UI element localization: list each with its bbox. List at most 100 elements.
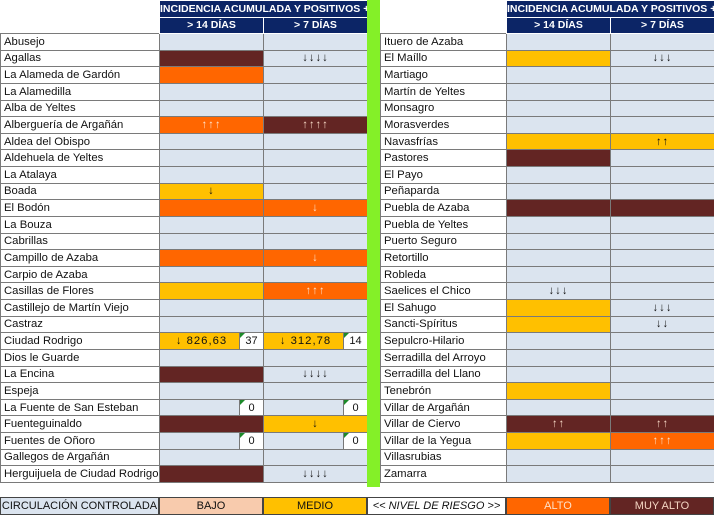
table-row: Robleda xyxy=(380,265,714,284)
table-row: Sepulcro-Hilario xyxy=(380,332,714,350)
incidence-cell-14-days xyxy=(506,365,611,384)
table-row: Alba de Yeltes xyxy=(0,99,369,118)
legend-alto: ALTO xyxy=(506,497,610,515)
trend-arrows: ↓ xyxy=(312,418,319,431)
trend-arrows: ↓ xyxy=(312,202,319,215)
incidence-cell-14-days: ↑↑↑ xyxy=(159,116,264,134)
municipality-name: Navasfrías xyxy=(380,132,507,151)
municipality-name: Villasrubias xyxy=(380,448,507,467)
incidence-cell-7-days: ↓↓↓ xyxy=(609,49,714,68)
municipality-name: La Encina xyxy=(0,365,160,384)
incidence-cell-14-days xyxy=(159,448,264,467)
table-row: Villar de Ciervo ↑↑ ↑↑ xyxy=(380,415,714,433)
incidence-cell-14-days xyxy=(506,382,611,400)
table-row: La Fuente de San Esteban 0 0 xyxy=(0,398,369,417)
incidence-cell-7-days xyxy=(609,199,714,217)
incidence-cell-14-days xyxy=(159,232,264,251)
incidence-cell-14-days xyxy=(159,265,264,284)
trend-arrows: ↓ xyxy=(312,251,319,264)
trend-arrows: ↓↓↓↓ xyxy=(302,468,329,481)
incidence-cell-14-days xyxy=(506,465,611,483)
table-row: El Payo xyxy=(380,166,714,184)
trend-arrows: ↑↑↑ xyxy=(305,285,326,298)
municipality-name: Fuentes de Oñoro xyxy=(0,432,160,450)
table-row: Herguijuela de Ciudad Rodrigo ↓↓↓↓ xyxy=(0,465,369,483)
incidence-cell-14-days xyxy=(159,132,264,151)
incidence-cell-14-days: ↑↑ xyxy=(506,415,611,433)
trend-arrows: ↓↓↓ xyxy=(652,301,673,314)
incidence-cell-14-days xyxy=(506,265,611,284)
header-14-days: > 14 DÍAS xyxy=(506,16,611,34)
incidence-cell-14-days xyxy=(506,33,611,51)
incidence-cell-14-days xyxy=(159,348,264,367)
table-row: Serradilla del Arroyo xyxy=(380,348,714,367)
incidence-cell-14-days xyxy=(159,82,264,101)
table-row: El Maíllo ↓↓↓ xyxy=(380,49,714,68)
municipality-name: Castraz xyxy=(0,315,160,334)
incidence-cell-14-days xyxy=(506,249,611,267)
trend-arrows: ↑↑ xyxy=(551,418,566,431)
table-row: Monsagro xyxy=(380,99,714,118)
municipality-name: Alberguería de Argañán xyxy=(0,116,160,134)
table-row: El Bodón ↓ xyxy=(0,199,369,217)
incidence-cell-7-days: 0 xyxy=(262,432,369,450)
incidence-cell-14-days xyxy=(159,315,264,334)
municipality-name: Tenebrón xyxy=(380,382,507,400)
incidence-cell-7-days xyxy=(609,82,714,101)
legend-controlada: CIRCULACIÓN CONTROLADA xyxy=(0,497,159,515)
incidence-cell-14-days xyxy=(159,149,264,167)
incidence-cell-7-days: ↓ xyxy=(262,415,369,433)
incidence-cell-7-days xyxy=(609,166,714,184)
municipality-name: Cabrillas xyxy=(0,232,160,251)
municipality-name: Boada xyxy=(0,182,160,201)
table-row: La Alamedilla xyxy=(0,82,369,101)
incidence-cell-7-days: ↓ xyxy=(262,199,369,217)
incidence-cell-7-days: ↑↑↑ xyxy=(262,282,369,300)
incidence-cell-7-days xyxy=(262,149,369,167)
municipalities-table-left: INCIDENCIA ACUMULADA Y POSITIVOS +60 AÑO… xyxy=(0,0,369,483)
incidence-cell-7-days xyxy=(262,132,369,151)
positives-count: 14 xyxy=(343,333,367,349)
incidence-cell-14-days xyxy=(506,49,611,68)
incidence-cell-14-days: 0 xyxy=(159,398,264,417)
incidence-cell-7-days: ↓↓↓ xyxy=(609,299,714,317)
table-row: Campillo de Azaba ↓ xyxy=(0,249,369,267)
incidence-cell-14-days xyxy=(506,149,611,167)
incidence-cell-14-days xyxy=(506,398,611,417)
incidence-cell-7-days xyxy=(609,348,714,367)
incidence-cell-7-days: ↑↑ xyxy=(609,132,714,151)
table-row: Saelices el Chico ↓↓↓ xyxy=(380,282,714,300)
incidence-cell-7-days xyxy=(609,232,714,251)
municipality-name: Dios le Guarde xyxy=(0,348,160,367)
municipality-name: Serradilla del Arroyo xyxy=(380,348,507,367)
table-row: Dios le Guarde xyxy=(0,348,369,367)
municipality-name: Campillo de Azaba xyxy=(0,249,160,267)
incidence-cell-7-days: 0 xyxy=(262,398,369,417)
table-row: Cabrillas xyxy=(0,232,369,251)
municipality-name: El Maíllo xyxy=(380,49,507,68)
municipality-name: Carpio de Azaba xyxy=(0,265,160,284)
trend-arrows: ↓↓↓ xyxy=(548,285,569,298)
incidence-cell-14-days xyxy=(159,215,264,234)
table-row: Boada ↓ xyxy=(0,182,369,201)
trend-arrows: ↓ 312,78 xyxy=(279,335,332,348)
incidence-cell-14-days xyxy=(506,116,611,134)
incidence-cell-14-days xyxy=(159,199,264,217)
municipality-name: Puebla de Yeltes xyxy=(380,215,507,234)
trend-arrows: ↓↓↓↓ xyxy=(302,368,329,381)
header-title: INCIDENCIA ACUMULADA Y POSITIVOS +60 AÑO… xyxy=(505,0,714,18)
trend-arrows: ↑↑↑ xyxy=(201,118,222,131)
table-row: Serradilla del Llano xyxy=(380,365,714,384)
incidence-cell-14-days xyxy=(506,66,611,84)
header-title: INCIDENCIA ACUMULADA Y POSITIVOS +60 AÑO… xyxy=(158,0,369,18)
incidence-cell-14-days: ↓↓↓ xyxy=(506,282,611,300)
incidence-cell-7-days xyxy=(262,382,369,400)
municipality-name: Ituero de Azaba xyxy=(380,33,507,51)
trend-arrows: ↑↑ xyxy=(655,135,670,148)
municipality-name: La Bouza xyxy=(0,215,160,234)
incidence-cell-7-days xyxy=(262,182,369,201)
table-row: Puerto Seguro xyxy=(380,232,714,251)
table-row: Morasverdes xyxy=(380,116,714,134)
incidence-cell-7-days xyxy=(262,265,369,284)
table-row: Puebla de Azaba xyxy=(380,199,714,217)
